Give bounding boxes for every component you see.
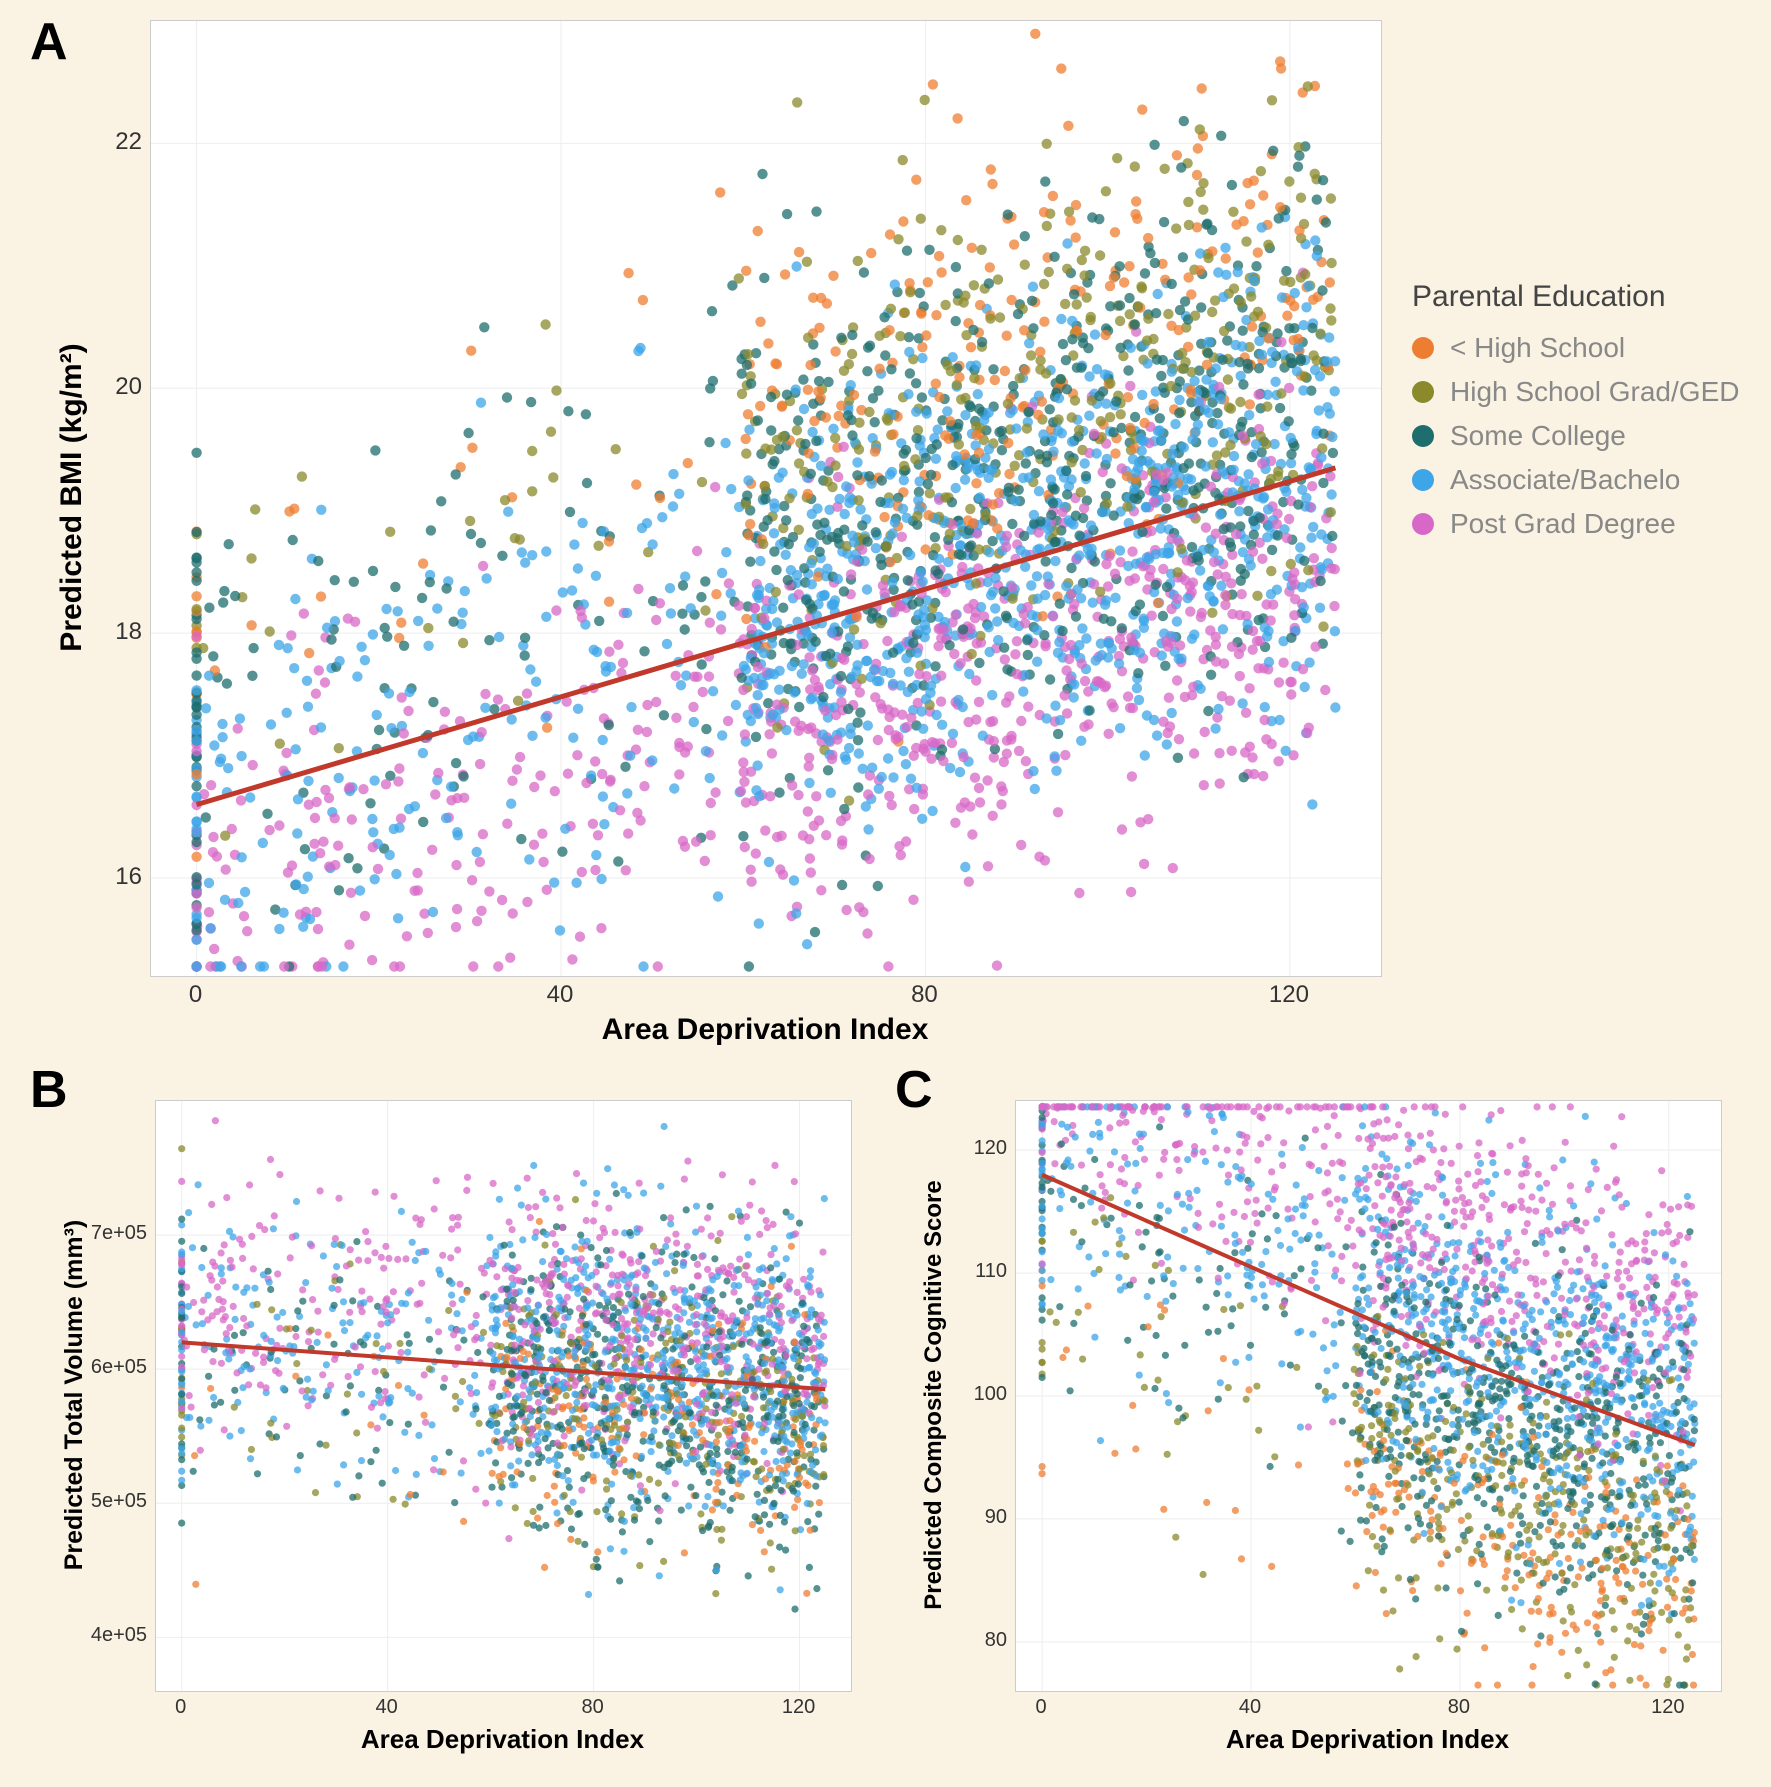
- y-tick-label: 90: [985, 1506, 1007, 1529]
- y-tick-label: 6e+05: [91, 1356, 147, 1379]
- chart-svg: [1016, 1101, 1721, 1691]
- x-tick-label: 0: [1021, 1696, 1061, 1719]
- x-tick-label: 40: [1230, 1696, 1270, 1719]
- y-axis-title: Predicted BMI (kg/m²): [55, 20, 89, 975]
- y-tick-label: 120: [974, 1137, 1007, 1160]
- x-tick-label: 0: [161, 1696, 201, 1719]
- legend-swatch-icon: [1412, 337, 1434, 359]
- legend-item: < High School: [1412, 332, 1739, 364]
- y-tick-label: 100: [974, 1383, 1007, 1406]
- legend: Parental Education < High School High Sch…: [1412, 280, 1739, 552]
- y-tick-label: 5e+05: [91, 1490, 147, 1513]
- y-tick-label: 110: [975, 1260, 1007, 1283]
- y-axis-title: Predicted Composite Cognitive Score: [920, 1100, 948, 1690]
- x-tick-label: 0: [176, 981, 216, 1009]
- y-tick-label: 80: [985, 1629, 1007, 1652]
- chart-svg: [156, 1101, 851, 1691]
- legend-swatch-icon: [1412, 469, 1434, 491]
- y-tick-label: 18: [115, 618, 142, 646]
- x-tick-label: 120: [779, 1696, 819, 1719]
- legend-label: < High School: [1450, 332, 1625, 364]
- y-tick-label: 16: [115, 863, 142, 891]
- legend-item: Associate/Bachelo: [1412, 464, 1739, 496]
- x-axis-title: Area Deprivation Index: [155, 1724, 850, 1755]
- legend-title: Parental Education: [1412, 280, 1739, 314]
- x-tick-label: 120: [1269, 981, 1309, 1009]
- y-tick-label: 4e+05: [91, 1624, 147, 1647]
- legend-item: Post Grad Degree: [1412, 508, 1739, 540]
- x-tick-label: 80: [1439, 1696, 1479, 1719]
- legend-label: Associate/Bachelo: [1450, 464, 1680, 496]
- figure-container: A B C Parental Education < High SchoolHi…: [0, 0, 1771, 1787]
- chart-svg: [151, 21, 1381, 976]
- x-axis-title: Area Deprivation Index: [1015, 1724, 1720, 1755]
- x-tick-label: 80: [573, 1696, 613, 1719]
- legend-swatch-icon: [1412, 381, 1434, 403]
- legend-swatch-icon: [1412, 513, 1434, 535]
- legend-label: Some College: [1450, 420, 1626, 452]
- legend-label: High School Grad/GED: [1450, 376, 1739, 408]
- x-axis-title: Area Deprivation Index: [150, 1013, 1380, 1047]
- legend-label: Post Grad Degree: [1450, 508, 1676, 540]
- legend-item: High School Grad/GED: [1412, 376, 1739, 408]
- y-axis-title: Predicted Total Volume (mm³): [60, 1100, 89, 1690]
- y-tick-label: 20: [115, 373, 142, 401]
- panel-c-plot: [1015, 1100, 1722, 1692]
- x-tick-label: 40: [540, 981, 580, 1009]
- panel-a-plot: [150, 20, 1382, 977]
- y-tick-label: 22: [115, 128, 142, 156]
- y-tick-label: 7e+05: [91, 1222, 147, 1245]
- legend-item: Some College: [1412, 420, 1739, 452]
- panel-b-plot: [155, 1100, 852, 1692]
- x-tick-label: 40: [367, 1696, 407, 1719]
- x-tick-label: 120: [1648, 1696, 1688, 1719]
- x-tick-label: 80: [904, 981, 944, 1009]
- legend-swatch-icon: [1412, 425, 1434, 447]
